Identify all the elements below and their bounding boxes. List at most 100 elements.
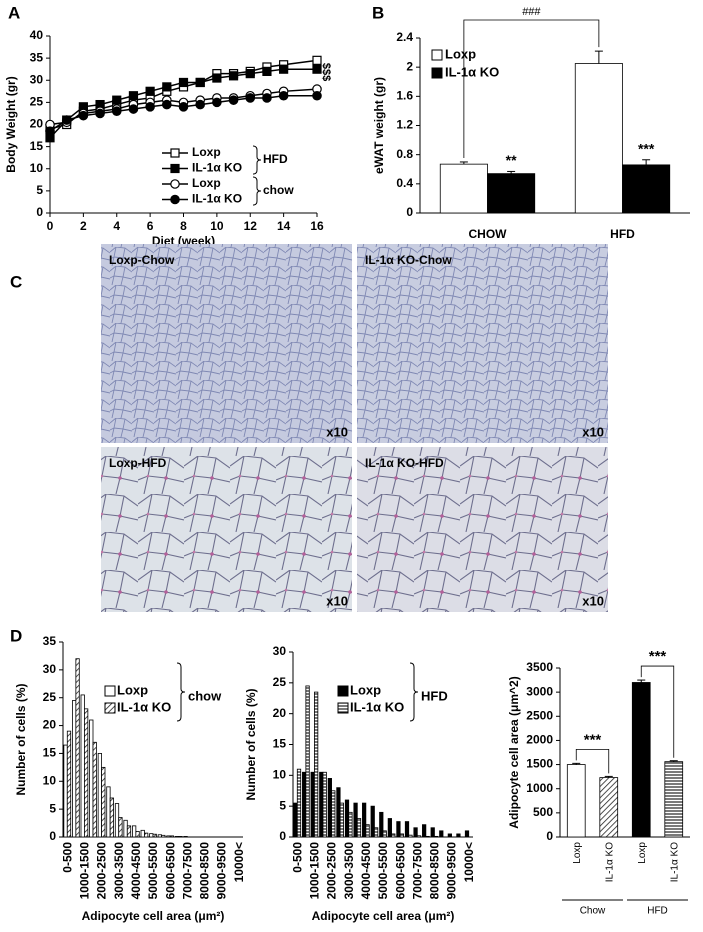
y-axis-label: eWAT weight (gr) [372,77,386,174]
panel-letter: B [372,3,384,22]
legend-swatch [431,49,443,61]
x-tick-label: 16 [310,219,324,233]
bar [302,771,307,838]
bar [183,836,188,838]
y-tick-label: 15 [43,746,57,760]
group-label: Chow [580,906,606,917]
bar [370,805,375,838]
bar [430,827,435,838]
annotation: $$$ [320,63,332,81]
y-tick-label: 10 [273,768,287,782]
bar [169,835,174,838]
marker [128,91,139,101]
legend-label: IL-1α KO [192,161,242,175]
x-tick-label: 6 [147,219,154,233]
bar [92,741,97,838]
marker [312,55,322,65]
bar [310,771,315,838]
bar [106,786,111,838]
marker [45,126,55,136]
marker [178,77,189,88]
bar [382,830,387,838]
significance: *** [649,648,667,665]
marker [145,102,155,112]
bar [387,818,392,838]
y-tick-label: 20 [273,706,287,720]
marker [162,82,172,92]
series-line [49,68,317,139]
bar [365,824,370,838]
legend-brace [409,662,419,722]
bar [66,730,72,838]
x-tick-label: 2000-2500 [325,842,339,900]
bar [319,771,324,838]
y-tick-label: 25 [273,675,287,689]
bar [622,164,671,214]
x-tick-label: 3000-3500 [112,842,126,900]
x-tick-label: Loxp [572,842,583,864]
marker [312,64,322,74]
marker [278,90,289,101]
bar [101,766,106,838]
y-tick-label: 20 [30,117,44,131]
significance: ** [506,152,517,168]
bar [353,802,358,838]
marker [61,115,72,125]
marker [228,95,239,105]
legend-label: Loxp [192,176,221,190]
bar [296,768,302,838]
bar [574,63,623,214]
x-tick-label: 10000< [462,842,476,882]
bar [152,833,157,838]
bar [566,764,586,838]
legend-label: IL-1α KO [350,699,404,714]
x-tick-label: 1000-1500 [308,842,322,900]
x-tick-label: 7000-7500 [180,842,194,900]
micrograph-texture [357,447,608,612]
legend-swatch [431,67,443,79]
marker [228,71,239,81]
legend-label: Loxp [350,682,381,697]
legend-swatch [337,702,349,714]
x-tick-label: 7000-7500 [410,842,424,900]
x-tick-label: 9000-9500 [445,842,459,900]
y-tick-label: 1.2 [396,118,413,132]
marker [170,194,180,205]
y-tick-label: 1500 [526,757,553,771]
bar [80,694,85,838]
y-tick-label: 0 [546,829,553,843]
image-label: IL-1α KO-HFD [365,456,444,470]
y-tick-label: 0 [49,829,56,843]
group-label: HFD [647,906,668,917]
marker [145,86,155,96]
bar [339,802,344,838]
bar [348,811,353,838]
bar [109,797,114,838]
micrograph-texture [357,244,608,443]
x-tick-label: 4 [113,219,120,233]
x-tick-label: 9000-9500 [215,842,229,900]
x-tick-label: 8000-8500 [198,842,212,900]
y-tick-label: 2 [406,59,413,73]
panel-letter: C [10,272,22,291]
legend-brace [252,176,262,206]
x-tick-label: 6000-6500 [163,842,177,900]
y-tick-label: 2500 [526,708,553,722]
bar [408,834,413,838]
bar [439,830,444,838]
y-tick-label: 1000 [526,781,553,795]
series-line [49,59,318,130]
legend-group-label: HFD [421,688,448,703]
micrograph-texture [101,244,352,443]
bar [63,744,68,838]
marker [112,95,122,105]
x-tick-label: 8 [180,219,187,233]
marker [245,69,255,79]
y-tick-label: 3500 [526,660,553,674]
bracket [575,748,610,774]
legend-swatch [104,702,116,714]
y-axis-label: Number of cells (%) [14,683,28,795]
y-tick-label: 35 [30,50,44,64]
bar [144,832,149,838]
bar [425,835,430,838]
